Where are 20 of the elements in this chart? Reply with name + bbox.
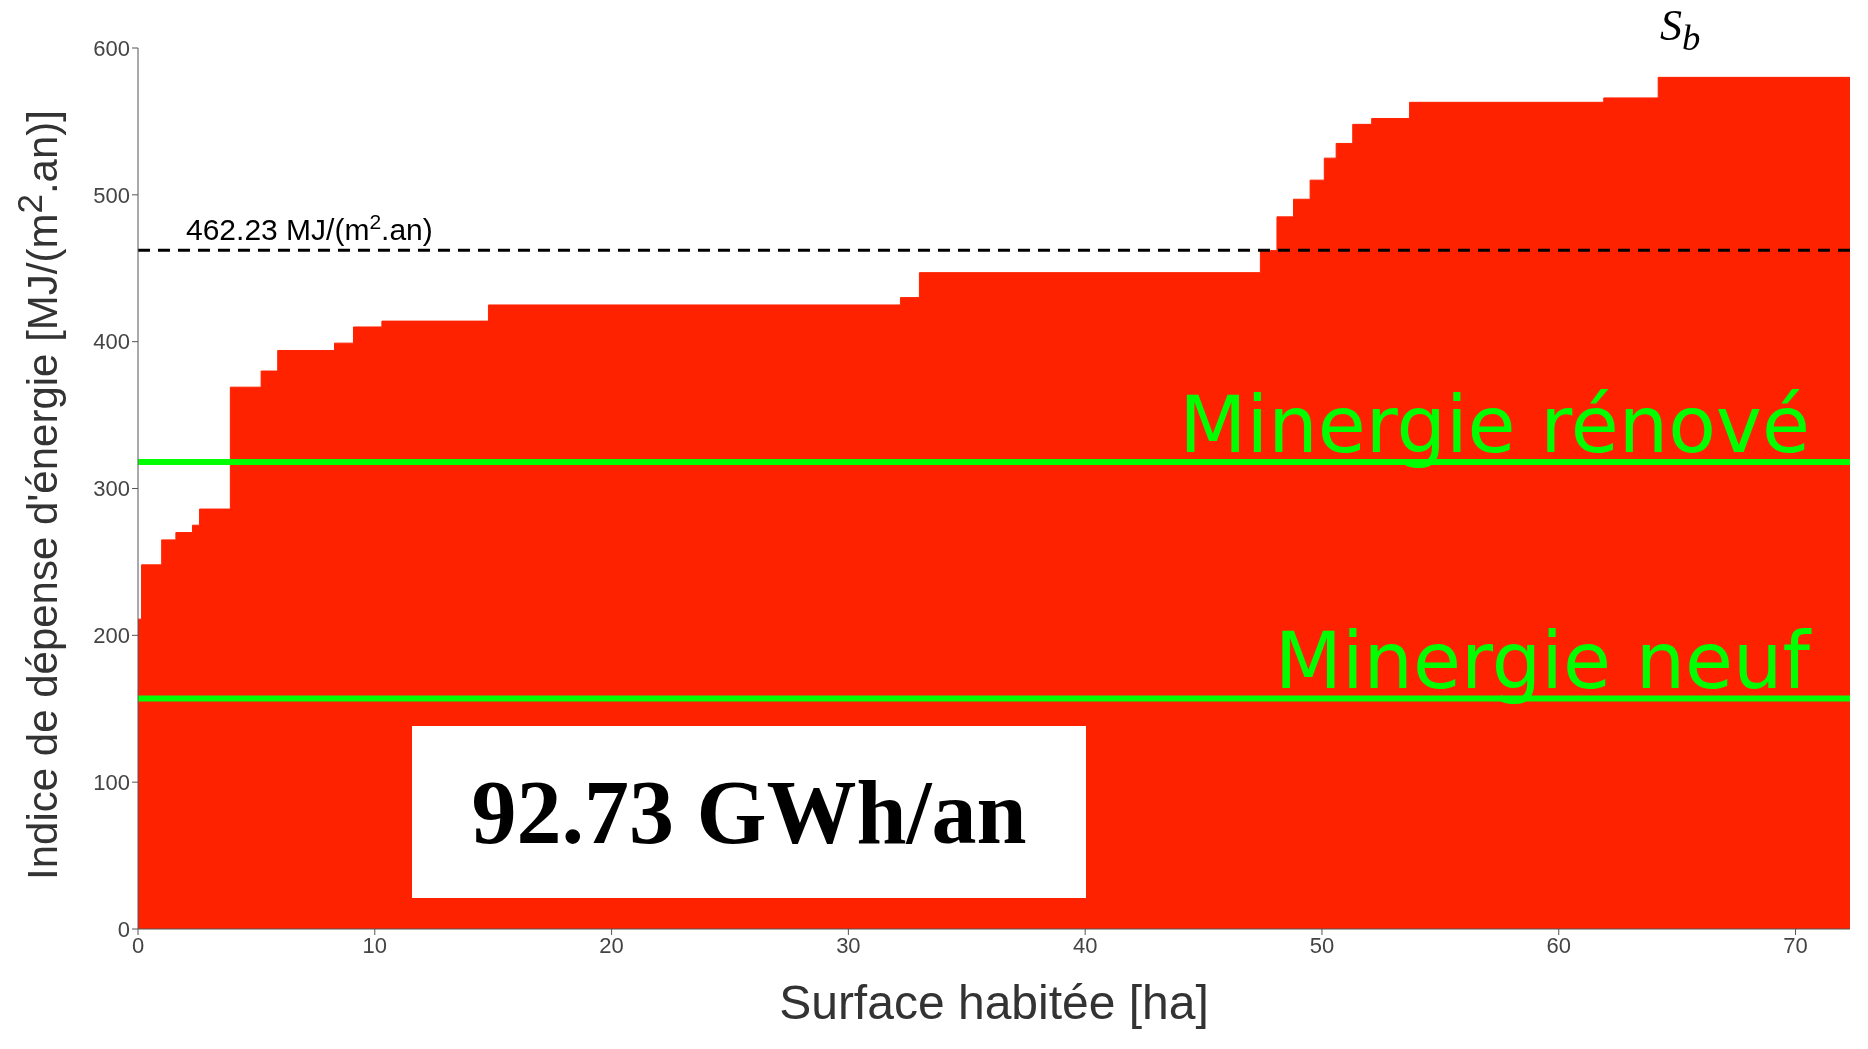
annotation: 92.73 GWh/an [471, 761, 1027, 864]
x-tick-label: 40 [1072, 932, 1098, 958]
ref-line-label: Minergie neuf [1274, 616, 1812, 707]
x-tick-label: 70 [1783, 932, 1808, 958]
x-tick-label: 20 [599, 932, 624, 958]
annotation: S$_{b}$ [1660, 1, 1701, 58]
x-tick-label: 30 [836, 932, 861, 958]
y-tick-label: 200 [93, 623, 130, 649]
y-tick-label: 400 [93, 329, 130, 355]
y-tick-label: 300 [93, 476, 130, 502]
y-tick-label: 600 [93, 35, 130, 61]
x-tick-label: 10 [362, 932, 388, 958]
ref-line-label: 462.23 MJ/(m$^{2}$.an) [186, 209, 433, 247]
ref-line-label: Minergie rénové [1179, 380, 1810, 471]
y-tick-label: 100 [93, 769, 130, 795]
y-tick-label: 500 [93, 182, 130, 208]
x-axis-title: Surface habitée [ha] [779, 976, 1209, 1029]
y-tick-label: 0 [117, 916, 130, 942]
x-tick-label: 60 [1546, 932, 1571, 958]
x-tick-label: 50 [1309, 932, 1335, 958]
